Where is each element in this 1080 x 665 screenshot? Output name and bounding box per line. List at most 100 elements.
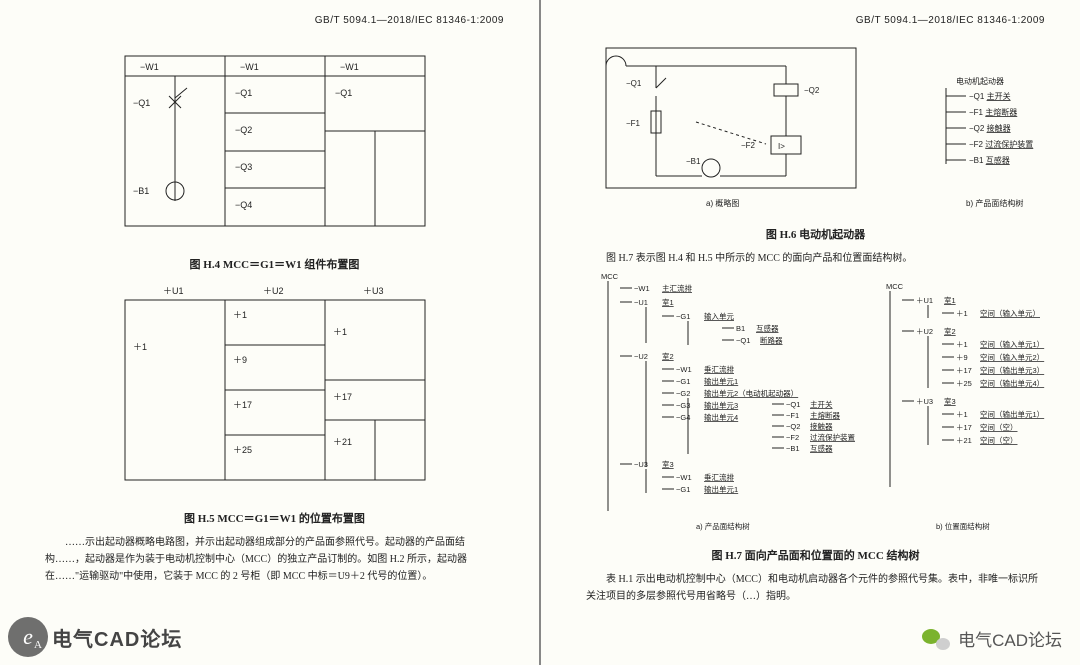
svg-text:＋U3: ＋U3 (916, 397, 933, 406)
svg-text:输入单元: 输入单元 (704, 311, 734, 321)
svg-text:−G1: −G1 (676, 312, 690, 321)
figure-h7: MCC −W1 主汇流排−U1室1−G1输入单元B1互感器−Q1断路器−U2室2… (586, 267, 1056, 537)
svg-text:−U3: −U3 (634, 460, 648, 469)
svg-text:−Q2 接触器: −Q2 接触器 (969, 123, 1011, 133)
svg-text:−F1: −F1 (786, 411, 799, 420)
h4-w1-c1: −W1 (240, 62, 259, 72)
watermark-left-text: 电气CAD论坛 (52, 623, 182, 652)
watermark-right: 电气CAD论坛 (922, 626, 1062, 651)
figure-h6: −Q1 −F1 −B1 −Q2 −F2 I> a) 概略图 电动机起动器 −Q1… (586, 36, 1056, 216)
h4-q4-mid: −Q4 (235, 200, 252, 210)
svg-text:−G1: −G1 (676, 485, 690, 494)
svg-text:断路器: 断路器 (760, 335, 783, 345)
h5-c1-17: ＋17 (233, 400, 252, 410)
svg-text:−U1: −U1 (634, 298, 648, 307)
svg-text:输出单元1: 输出单元1 (704, 484, 738, 494)
svg-text:输出单元1: 输出单元1 (704, 376, 738, 386)
svg-text:−W1: −W1 (634, 284, 650, 293)
h6-sub-a: a) 概略图 (706, 198, 739, 208)
svg-text:室1: 室1 (662, 297, 674, 307)
svg-text:互感器: 互感器 (810, 443, 833, 453)
h5-c2-17: ＋17 (333, 392, 352, 402)
page-left: GB/T 5094.1—2018/IEC 81346-1:2009 (0, 0, 540, 665)
caption-h7: 图 H.7 面向产品面和位置面的 MCC 结构树 (586, 547, 1045, 563)
figure-h5: ＋U1 ＋U2 ＋U3 ＋1 ＋1 ＋9 ＋17 ＋25 ＋1 ＋17 ＋21 (85, 280, 465, 500)
caption-h5: 图 H.5 MCC＝G1＝W1 的位置布置图 (45, 510, 504, 526)
h4-q1-left: −Q1 (133, 98, 150, 108)
svg-text:−G1: −G1 (676, 377, 690, 386)
svg-text:空间（空）: 空间（空） (980, 435, 1018, 445)
h7-sub-b: b) 位置面结构树 (936, 521, 990, 531)
h6-igt: I> (778, 142, 785, 151)
svg-text:＋1: ＋1 (956, 410, 968, 419)
h6-sub-b: b) 产品面结构树 (966, 198, 1023, 208)
h4-b1-left: −B1 (133, 186, 149, 196)
svg-text:＋U2: ＋U2 (916, 327, 933, 336)
svg-text:主开关: 主开关 (810, 399, 833, 409)
h5-c1-25: ＋25 (233, 445, 252, 455)
svg-text:过流保护装置: 过流保护装置 (810, 432, 855, 442)
svg-text:−B1: −B1 (786, 444, 800, 453)
h5-u3: ＋U3 (363, 286, 384, 296)
h5-c1-9: ＋9 (233, 355, 247, 365)
svg-text:互感器: 互感器 (756, 323, 779, 333)
svg-text:输出单元2（电动机起动器）: 输出单元2（电动机起动器） (704, 388, 798, 398)
svg-text:＋21: ＋21 (956, 436, 972, 445)
h5-c2-21: ＋21 (333, 437, 352, 447)
svg-text:输出单元4: 输出单元4 (704, 412, 738, 422)
wechat-icon (922, 627, 950, 651)
svg-text:主汇流排: 主汇流排 (662, 283, 692, 293)
svg-text:−F1 主熔断器: −F1 主熔断器 (969, 107, 1017, 117)
h4-q1-mid: −Q1 (235, 88, 252, 98)
h5-c1-1: ＋1 (233, 310, 247, 320)
h5-u1: ＋U1 (163, 286, 184, 296)
svg-text:空间（输入单元1）: 空间（输入单元1） (980, 339, 1044, 349)
svg-text:空间（输出单元3）: 空间（输出单元3） (980, 365, 1044, 375)
svg-text:室1: 室1 (944, 295, 956, 305)
svg-text:＋9: ＋9 (956, 353, 968, 362)
h6-f1: −F1 (626, 119, 641, 128)
caption-h4: 图 H.4 MCC＝G1＝W1 组件布置图 (45, 256, 504, 272)
svg-text:−G4: −G4 (676, 413, 690, 422)
svg-text:垂汇流排: 垂汇流排 (704, 364, 734, 374)
svg-text:输出单元3: 输出单元3 (704, 400, 738, 410)
svg-text:MCC: MCC (601, 272, 619, 281)
svg-text:−W1: −W1 (676, 365, 692, 374)
svg-text:−Q1 主开关: −Q1 主开关 (969, 91, 1011, 101)
svg-text:＋25: ＋25 (956, 379, 972, 388)
svg-text:＋1: ＋1 (956, 340, 968, 349)
svg-text:−F2: −F2 (786, 433, 799, 442)
caption-h6: 图 H.6 电动机起动器 (586, 226, 1045, 242)
h4-q1-right: −Q1 (335, 88, 352, 98)
svg-text:−W1: −W1 (676, 473, 692, 482)
standard-ref: GB/T 5094.1—2018/IEC 81346-1:2009 (45, 15, 504, 26)
svg-text:室2: 室2 (662, 351, 674, 361)
h6-f2: −F2 (741, 141, 756, 150)
standard-ref-r: GB/T 5094.1—2018/IEC 81346-1:2009 (586, 15, 1045, 26)
svg-text:空间（输出单元1）: 空间（输出单元1） (980, 409, 1044, 419)
h7-sub-a: a) 产品面结构树 (696, 521, 750, 531)
para-bottom: 表 H.1 示出电动机控制中心（MCC）和电动机启动器各个元件的参照代号集。表中… (586, 571, 1045, 605)
svg-text:室3: 室3 (662, 459, 674, 469)
svg-text:室3: 室3 (944, 396, 956, 406)
h6-q2: −Q2 (804, 86, 820, 95)
svg-text:−Q1: −Q1 (786, 400, 800, 409)
h4-q3-mid: −Q3 (235, 162, 252, 172)
svg-text:−Q2: −Q2 (786, 422, 800, 431)
logo-icon: e (8, 617, 48, 657)
para-left: ……示出起动器概略电路图，并示出起动器组成部分的产品面参照代号。起动器的产品面结… (45, 534, 504, 585)
svg-text:接触器: 接触器 (810, 421, 833, 431)
h5-c0-1: ＋1 (133, 342, 147, 352)
svg-text:＋17: ＋17 (956, 423, 972, 432)
para-h7-intro: 图 H.7 表示图 H.4 和 H.5 中所示的 MCC 的面向产品和位置面结构… (586, 250, 1045, 267)
h4-w1-c0: −W1 (140, 62, 159, 72)
svg-text:B1: B1 (736, 324, 745, 333)
svg-text:−Q1: −Q1 (736, 336, 750, 345)
h4-q2-mid: −Q2 (235, 125, 252, 135)
watermark-left: e 电气CAD论坛 (8, 617, 182, 657)
svg-text:＋1: ＋1 (956, 309, 968, 318)
h5-u2: ＋U2 (263, 286, 284, 296)
svg-text:−F2 过流保护装置: −F2 过流保护装置 (969, 139, 1033, 149)
svg-text:＋17: ＋17 (956, 366, 972, 375)
svg-text:−U2: −U2 (634, 352, 648, 361)
